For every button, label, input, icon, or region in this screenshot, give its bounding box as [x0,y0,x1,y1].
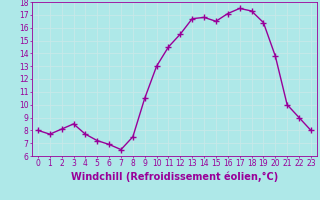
X-axis label: Windchill (Refroidissement éolien,°C): Windchill (Refroidissement éolien,°C) [71,171,278,182]
